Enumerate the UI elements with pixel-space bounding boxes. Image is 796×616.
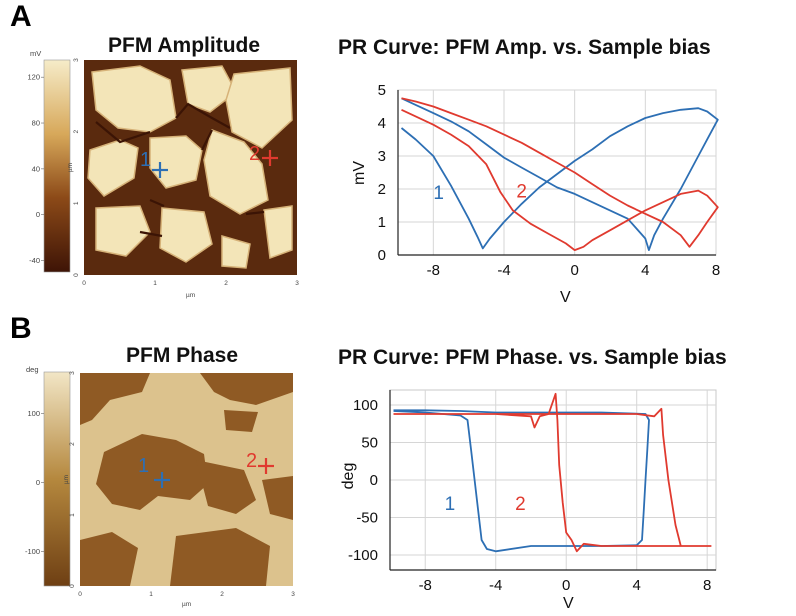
y-axis-label: mV [351, 161, 368, 185]
x-axis-unit-amplitude: µm [186, 292, 195, 299]
series-annotation-2: 2 [516, 181, 527, 202]
x-axis-unit-phase: µm [182, 601, 191, 608]
image-y-axis-unit: µm [67, 163, 74, 172]
image-x-tick-label: 1 [149, 591, 153, 598]
phase-map: 00 1 1 2 2 3 3 µm µm [63, 371, 295, 608]
image-y-tick-label: 0 [69, 584, 76, 588]
series-annotation-1: 1 [445, 494, 456, 515]
y-tick-label: -50 [356, 510, 378, 527]
image-y-tick-label: 1 [73, 201, 80, 205]
y-tick-label: 5 [378, 82, 386, 99]
y-tick-label: -100 [348, 547, 378, 564]
y-tick-label: 2 [378, 181, 386, 198]
colorbar-tick-label: 80 [32, 119, 40, 128]
x-tick-label: 4 [633, 577, 641, 594]
x-axis-label: V [560, 289, 571, 306]
image-y-tick-label: 2 [73, 129, 80, 133]
x-axis-label: V [563, 595, 574, 612]
y-tick-label: 0 [370, 472, 378, 489]
colorbar-tick-label: 0 [36, 478, 40, 487]
chart-phase: -8 -4 0 4 8 100 50 0 -50 -100 1 2 V deg [340, 389, 717, 612]
colorbar-unit: mV [30, 49, 41, 58]
colorbar-tick-label: -40 [29, 256, 40, 265]
image-title-amplitude: PFM Amplitude [108, 34, 261, 57]
image-x-tick-label: 0 [78, 591, 82, 598]
image-y-tick-label: 2 [69, 442, 76, 446]
y-tick-label: 100 [353, 397, 378, 414]
image-x-tick-label: 2 [224, 280, 228, 287]
marker-label-1: 1 [138, 455, 149, 477]
image-title-phase: PFM Phase [126, 344, 239, 367]
x-tick-label: -4 [489, 577, 502, 594]
series-line-1 [400, 97, 719, 251]
image-x-tick-label: 3 [295, 280, 299, 287]
image-y-tick-label: 3 [73, 58, 80, 62]
series-line-1 [393, 409, 650, 553]
x-tick-label: -8 [427, 262, 440, 279]
plot-frame [397, 89, 717, 256]
colorbar-tick-label: -100 [25, 547, 40, 556]
x-tick-label: 8 [712, 262, 720, 279]
y-tick-label: 3 [378, 148, 386, 165]
y-tick-label: 50 [361, 435, 378, 452]
x-tick-label: 0 [570, 262, 578, 279]
colorbar-tick-label: 120 [27, 73, 40, 82]
x-tick-label: 0 [562, 577, 570, 594]
chart-amplitude: -8 -4 0 4 8 0 1 2 3 4 5 1 2 V mV [351, 82, 720, 306]
panel-letter-b: B [10, 312, 32, 345]
y-tick-label: 1 [378, 214, 386, 231]
y-tick-label: 4 [378, 115, 386, 132]
marker-label-1: 1 [140, 149, 151, 171]
chart-title-phase: PR Curve: PFM Phase. vs. Sample bias [338, 346, 727, 369]
x-tick-label: -8 [419, 577, 432, 594]
image-x-tick-label: 2 [220, 591, 224, 598]
series-annotation-1: 1 [433, 183, 444, 204]
y-tick-label: 0 [378, 247, 386, 264]
marker-label-2: 2 [249, 143, 260, 165]
image-x-tick-label: 1 [153, 280, 157, 287]
marker-label-2: 2 [246, 450, 257, 472]
colorbar-tick-label: 40 [32, 164, 40, 173]
colorbar-amplitude: mV 120 80 40 0 -40 [27, 49, 71, 273]
series-annotation-2: 2 [515, 494, 526, 515]
chart-title-amplitude: PR Curve: PFM Amp. vs. Sample bias [338, 36, 711, 59]
colorbar-phase: deg 100 0 -100 [25, 365, 71, 587]
panel-letter-a: A [10, 0, 32, 33]
colorbar-unit: deg [26, 365, 39, 374]
y-axis-label: deg [340, 463, 357, 490]
series-line-2 [393, 392, 712, 553]
colorbar-tick-label: 0 [36, 210, 40, 219]
x-tick-label: -4 [497, 262, 510, 279]
image-y-tick-label: 1 [69, 513, 76, 517]
image-y-tick-label: 3 [69, 371, 76, 375]
colorbar-tick-label: 100 [27, 409, 40, 418]
x-tick-label: 8 [703, 577, 711, 594]
image-x-tick-label: 3 [291, 591, 295, 598]
series-line-2 [401, 97, 719, 251]
image-y-axis-unit: µm [63, 475, 70, 484]
x-tick-label: 4 [641, 262, 649, 279]
amplitude-map: 00 1 1 2 2 3 3 µm µm [67, 58, 299, 299]
image-y-tick-label: 0 [73, 273, 80, 277]
image-x-tick-label: 0 [82, 280, 86, 287]
